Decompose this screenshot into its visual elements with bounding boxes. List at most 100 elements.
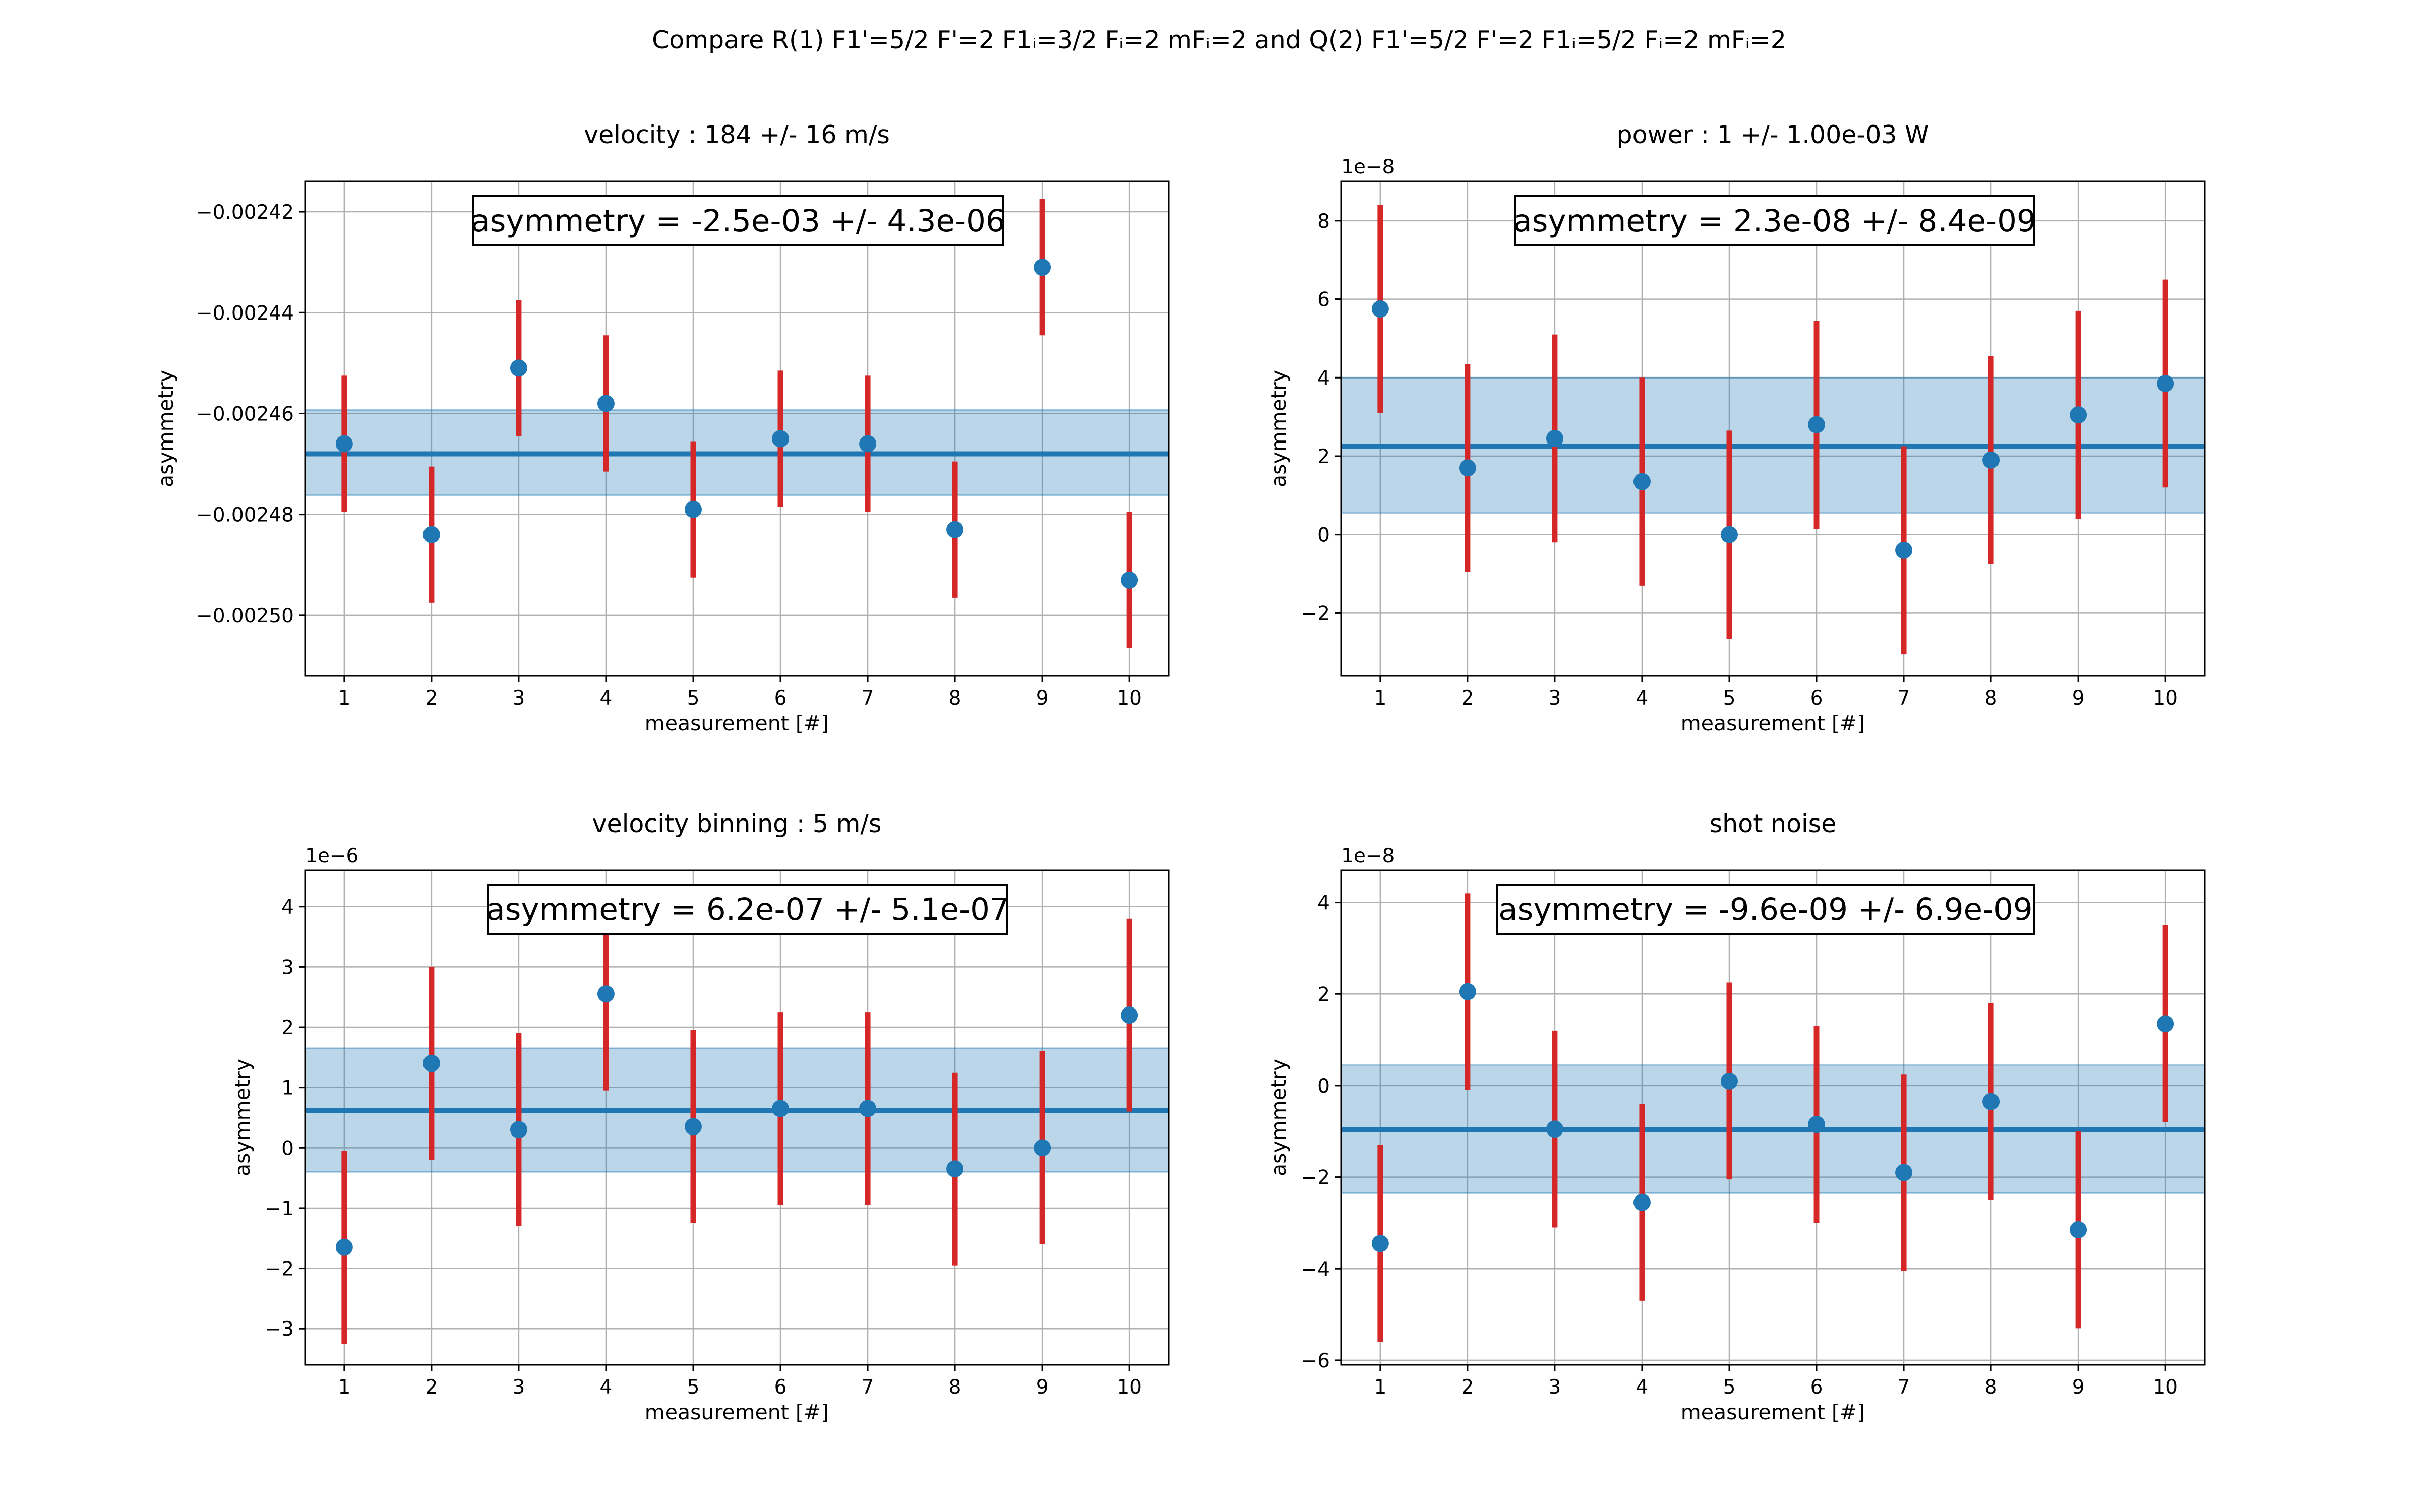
x-tick-label: 3 <box>1549 687 1561 710</box>
chart-panel-1: 1 2 3 4 5 6 7 8 9 10 −0.00250 −0.00248 −0.00246 −0.00… <box>154 120 1170 735</box>
data-point <box>772 430 790 448</box>
x-axis-label: measurement [#] <box>1681 1400 1865 1424</box>
x-tick-label: 10 <box>2153 687 2178 710</box>
axis-offset-label: 1e−8 <box>1341 156 1395 178</box>
y-axis-label: asymmetry <box>1266 1059 1291 1176</box>
y-tick-label: −2 <box>1301 1167 1330 1189</box>
figure-title: Compare R(1) F1'=5/2 F'=2 F1ᵢ=3/2 Fᵢ=2 m… <box>652 26 1786 54</box>
x-tick-label: 5 <box>687 1376 700 1399</box>
y-tick-label: −0.00242 <box>196 201 294 224</box>
data-point <box>1371 1235 1389 1252</box>
x-tick-label: 3 <box>513 687 525 710</box>
y-tick-label: 0 <box>281 1137 294 1160</box>
plot-content <box>305 199 1169 648</box>
x-tick-label: 2 <box>1461 687 1474 710</box>
y-tick-label: −0.00246 <box>196 403 294 425</box>
data-point <box>684 500 702 518</box>
plot-frame <box>304 180 1170 677</box>
y-tick-label: 2 <box>281 1017 294 1039</box>
panel-title: velocity binning : 5 m/s <box>592 809 882 838</box>
y-tick-label: 4 <box>281 896 294 919</box>
x-tick-label: 9 <box>2072 687 2085 710</box>
data-point <box>422 1054 440 1072</box>
data-point <box>1034 259 1051 276</box>
x-tick-label: 6 <box>1810 1376 1823 1399</box>
data-point <box>597 395 615 412</box>
y-tick-label: 0 <box>1317 524 1330 547</box>
x-tick-label: 8 <box>1985 1376 1998 1399</box>
x-tick-label: 8 <box>949 1376 961 1399</box>
data-point <box>1720 1072 1738 1090</box>
y-axis-label: asymmetry <box>154 370 178 487</box>
data-point <box>1982 1093 2000 1110</box>
y-tick-label: 4 <box>1317 892 1330 915</box>
data-point <box>1546 429 1563 447</box>
y-axis-label: asymmetry <box>1266 370 1291 487</box>
annotation-box <box>487 884 1008 935</box>
x-tick-label: 4 <box>1636 687 1649 710</box>
x-tick-label: 3 <box>513 1376 525 1399</box>
x-tick-label: 6 <box>774 687 787 710</box>
data-point <box>859 435 877 453</box>
y-tick-label: −2 <box>265 1258 294 1281</box>
chart-panel-2: 1 2 3 4 5 6 7 8 9 10 −2 0 2 4 6 8 1e−8 measurement [#] asy… <box>1266 120 2206 735</box>
chart-panel-3: 1 2 3 4 5 6 7 8 9 10 −3 −2 −1 0 1 2 3 4 1e−6 measurement [#… <box>230 809 1170 1424</box>
data-point <box>1121 1006 1138 1024</box>
annotation-text: asymmetry = -2.5e-03 +/- 4.3e-06 <box>471 203 1005 239</box>
plot-frame <box>1340 869 2206 1366</box>
x-tick-label: 8 <box>1985 687 1998 710</box>
panels: 1 2 3 4 5 6 7 8 9 10−0.00250−0.00248−0.00246−0.00… <box>154 120 2206 1424</box>
x-tick-label: 9 <box>1036 1376 1049 1399</box>
plot-content <box>1341 205 2205 655</box>
data-point <box>1982 451 2000 469</box>
data-point <box>335 435 353 453</box>
x-axis-label: measurement [#] <box>645 1400 829 1424</box>
x-tick-label: 1 <box>338 687 350 710</box>
y-tick-label: 8 <box>1317 210 1330 233</box>
y-tick-label: 3 <box>281 956 294 979</box>
x-tick-label: 3 <box>1549 1376 1561 1399</box>
x-tick-label: 2 <box>425 1376 438 1399</box>
data-point <box>2070 1221 2087 1239</box>
axis-offset-label: 1e−6 <box>305 845 358 867</box>
x-axis-label: measurement [#] <box>645 711 829 735</box>
y-tick-label: 4 <box>1317 367 1330 390</box>
y-tick-label: −0.00244 <box>196 302 294 325</box>
data-point <box>1546 1120 1563 1138</box>
x-tick-label: 9 <box>2072 1376 2085 1399</box>
y-tick-label: 2 <box>1317 446 1330 468</box>
data-point <box>946 1160 964 1178</box>
y-tick-label: 2 <box>1317 983 1330 1006</box>
annotation-box <box>472 195 1004 246</box>
x-tick-label: 2 <box>425 687 438 710</box>
data-point <box>510 1121 527 1139</box>
x-tick-label: 4 <box>600 687 613 710</box>
data-point <box>1034 1139 1051 1157</box>
x-tick-label: 5 <box>1723 1376 1736 1399</box>
y-tick-label: −0.00250 <box>196 605 294 627</box>
y-tick-label: −1 <box>265 1198 294 1220</box>
data-point <box>684 1118 702 1136</box>
plot-area <box>305 870 1169 1365</box>
y-axis-label: asymmetry <box>230 1059 255 1176</box>
annotation-text: asymmetry = -9.6e-09 +/- 6.9e-09 <box>1498 892 2032 927</box>
y-tick-label: −6 <box>1301 1350 1330 1372</box>
x-tick-label: 5 <box>1723 687 1736 710</box>
data-point <box>335 1238 353 1256</box>
data-point <box>859 1100 877 1117</box>
x-tick-label: 2 <box>1461 1376 1474 1399</box>
plot-frame <box>1340 180 2206 677</box>
plot-area <box>305 181 1169 676</box>
x-tick-label: 1 <box>1374 1376 1386 1399</box>
data-point <box>1121 571 1138 589</box>
data-point <box>1808 416 1826 433</box>
y-tick-label: −3 <box>265 1318 294 1341</box>
x-tick-label: 6 <box>1810 687 1823 710</box>
data-point <box>422 526 440 543</box>
panel-title: velocity : 184 +/- 16 m/s <box>584 120 890 149</box>
x-tick-label: 7 <box>1898 1376 1910 1399</box>
y-tick-label: −4 <box>1301 1258 1330 1281</box>
data-point <box>2157 1015 2174 1033</box>
plot-content <box>305 897 1169 1344</box>
